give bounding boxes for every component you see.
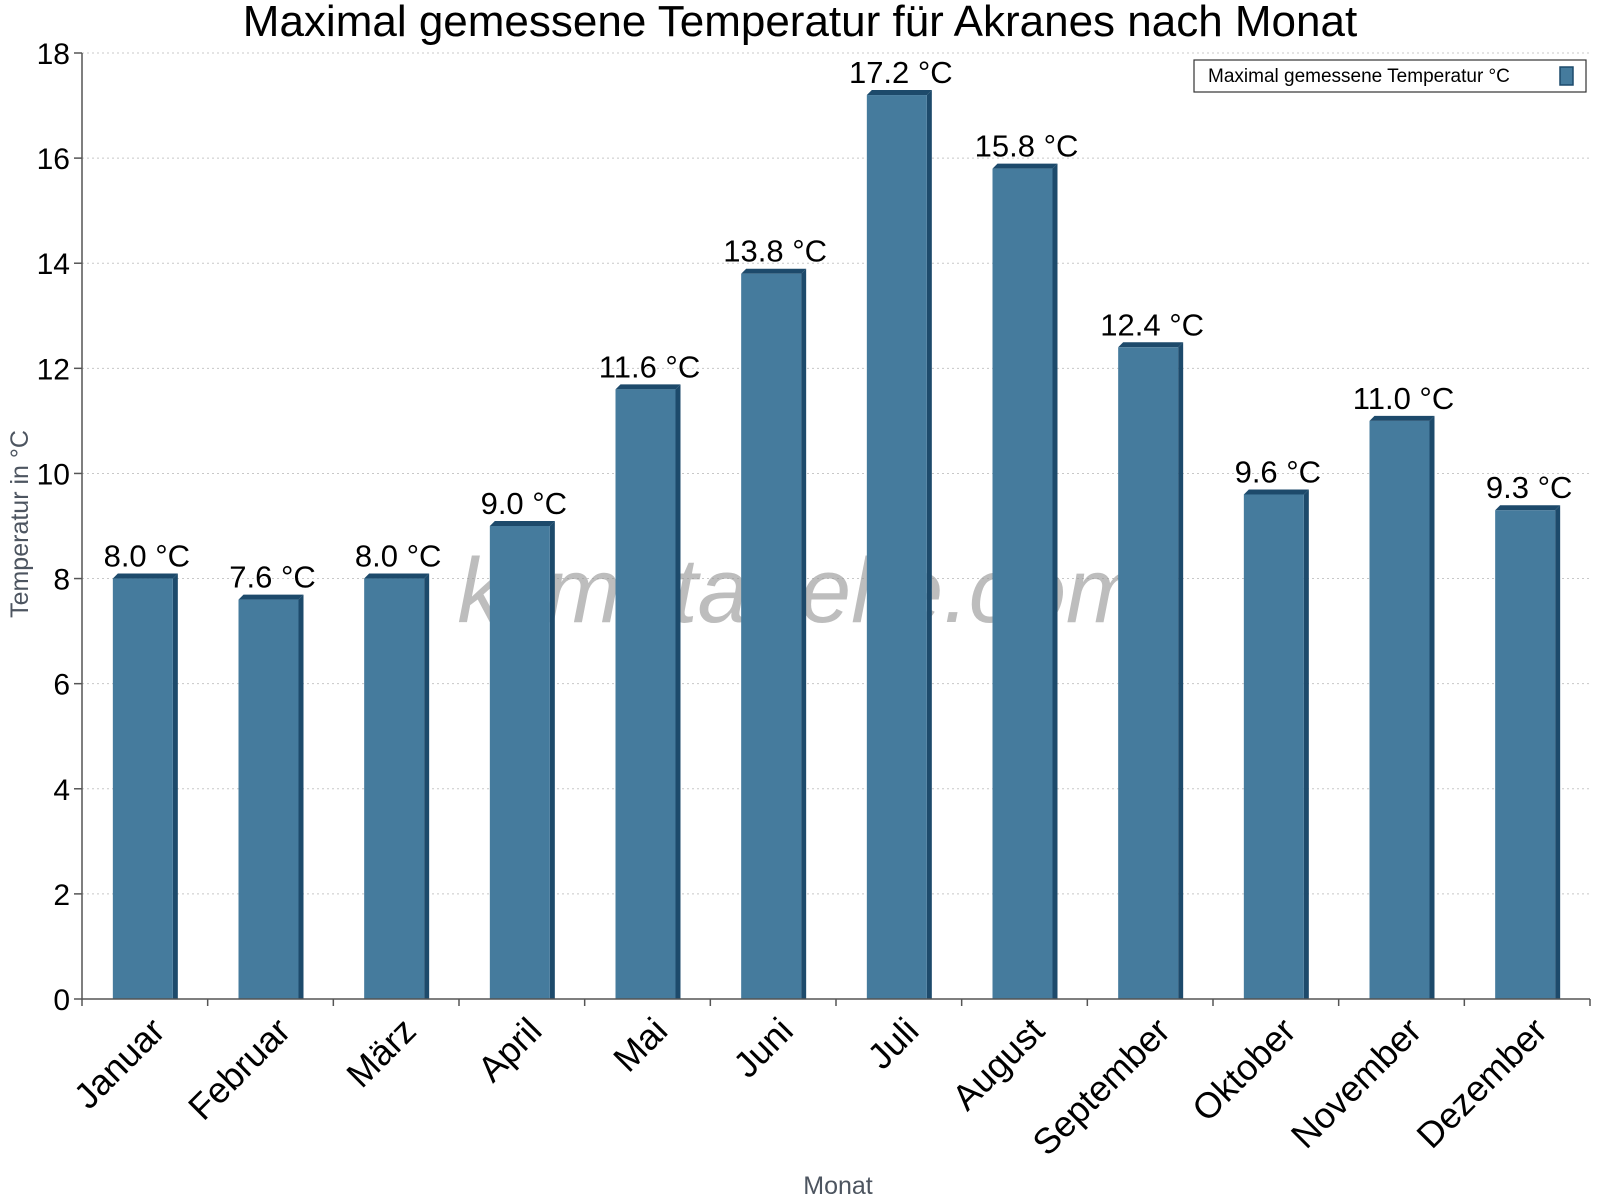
- data-label: 12.4 °C: [1100, 307, 1204, 342]
- x-tick-label: Juli: [859, 1010, 926, 1077]
- data-label: 8.0 °C: [355, 539, 442, 574]
- bar: [112, 578, 173, 999]
- bar-side: [801, 268, 807, 999]
- bar: [364, 578, 425, 999]
- data-label: 17.2 °C: [849, 55, 953, 90]
- bar-side: [1555, 505, 1561, 999]
- bar: [1495, 510, 1556, 999]
- bar: [1369, 420, 1430, 999]
- bar-top: [741, 268, 807, 274]
- bar-group: 12.4 °C: [1100, 307, 1204, 999]
- bar-top: [866, 90, 932, 96]
- data-label: 11.6 °C: [599, 349, 700, 384]
- bar-group: 9.0 °C: [481, 486, 568, 999]
- data-label: 9.3 °C: [1486, 470, 1573, 505]
- legend-swatch: [1559, 66, 1574, 86]
- y-tick-label: 2: [53, 879, 70, 912]
- bar-group: 11.0 °C: [1353, 381, 1454, 999]
- bar-side: [1052, 163, 1058, 1000]
- bar: [1118, 347, 1179, 999]
- x-tick-label: März: [338, 1010, 424, 1096]
- grid-lines: [82, 52, 1590, 895]
- data-label: 9.0 °C: [481, 486, 568, 521]
- data-label: 15.8 °C: [975, 129, 1079, 164]
- bar-top: [615, 384, 681, 390]
- data-label: 9.6 °C: [1235, 454, 1322, 489]
- data-label: 8.0 °C: [104, 539, 191, 574]
- bar-top: [1118, 342, 1184, 348]
- bar: [489, 526, 550, 999]
- data-label: 11.0 °C: [1353, 381, 1454, 416]
- bar-side: [424, 573, 430, 999]
- bar-top: [1495, 505, 1561, 511]
- x-tick-label: August: [944, 1010, 1052, 1118]
- y-tick-label: 0: [53, 984, 70, 1017]
- bar-group: 13.8 °C: [723, 234, 827, 999]
- x-tick-label: September: [1024, 1010, 1178, 1164]
- y-tick-label: 16: [37, 143, 70, 176]
- x-tick-label: April: [470, 1010, 550, 1090]
- x-tick-label: Dezember: [1408, 1010, 1554, 1156]
- bar-group: 11.6 °C: [599, 349, 700, 999]
- y-tick-label: 12: [37, 353, 70, 386]
- data-label: 7.6 °C: [229, 560, 316, 595]
- bar-side: [926, 90, 932, 1000]
- y-tick-label: 14: [37, 248, 70, 281]
- chart-title: Maximal gemessene Temperatur für Akranes…: [243, 0, 1357, 46]
- bar-top: [112, 573, 178, 579]
- x-tick-label: Mai: [605, 1010, 675, 1080]
- bar: [866, 95, 927, 1000]
- x-tick-label: November: [1283, 1010, 1429, 1156]
- bar-group: 15.8 °C: [975, 129, 1079, 1000]
- y-tick-label: 10: [37, 458, 70, 491]
- x-tick-label: Januar: [66, 1010, 173, 1117]
- bar-group: 7.6 °C: [229, 560, 316, 999]
- bar-side: [549, 521, 555, 999]
- bar-side: [172, 573, 178, 999]
- bar-top: [238, 594, 304, 600]
- bar-side: [298, 594, 304, 999]
- bar-side: [1429, 415, 1435, 999]
- legend: Maximal gemessene Temperatur °C: [1193, 59, 1587, 93]
- y-tick-label: 4: [53, 774, 70, 807]
- bar-top: [1369, 415, 1435, 421]
- x-tick-label: Juni: [725, 1010, 801, 1086]
- bar: [238, 599, 299, 999]
- bar-side: [675, 384, 681, 999]
- bar: [615, 389, 676, 999]
- bar-side: [1178, 342, 1184, 999]
- y-tick-label: 18: [37, 38, 70, 71]
- bars: 8.0 °C 7.6 °C 8.0 °C 9.0 °C 11.6 °C 13.8 °C 17…: [104, 55, 1573, 1000]
- bar-group: 9.3 °C: [1486, 470, 1573, 999]
- legend-box: [1193, 59, 1587, 93]
- bar: [1243, 494, 1304, 999]
- y-tick-label: 8: [53, 564, 70, 597]
- bar-top: [364, 573, 430, 579]
- y-axis-title: Temperatur in °C: [6, 430, 34, 618]
- bar: [741, 273, 802, 999]
- x-axis-title: Monat: [803, 1172, 873, 1200]
- bar-top: [1243, 489, 1309, 495]
- bar-top: [992, 163, 1058, 169]
- bar-group: 17.2 °C: [849, 55, 953, 1000]
- y-tick-label: 6: [53, 669, 70, 702]
- legend-label: Maximal gemessene Temperatur °C: [1208, 66, 1510, 87]
- bar: [992, 168, 1053, 1000]
- bar-group: 8.0 °C: [104, 539, 191, 999]
- data-label: 13.8 °C: [723, 234, 827, 269]
- bar-group: 9.6 °C: [1235, 454, 1322, 999]
- bar-top: [489, 521, 555, 526]
- x-tick-label: Oktober: [1184, 1010, 1304, 1130]
- bar-side: [1303, 489, 1309, 999]
- x-tick-label: Februar: [180, 1010, 298, 1128]
- bar-group: 8.0 °C: [355, 539, 442, 999]
